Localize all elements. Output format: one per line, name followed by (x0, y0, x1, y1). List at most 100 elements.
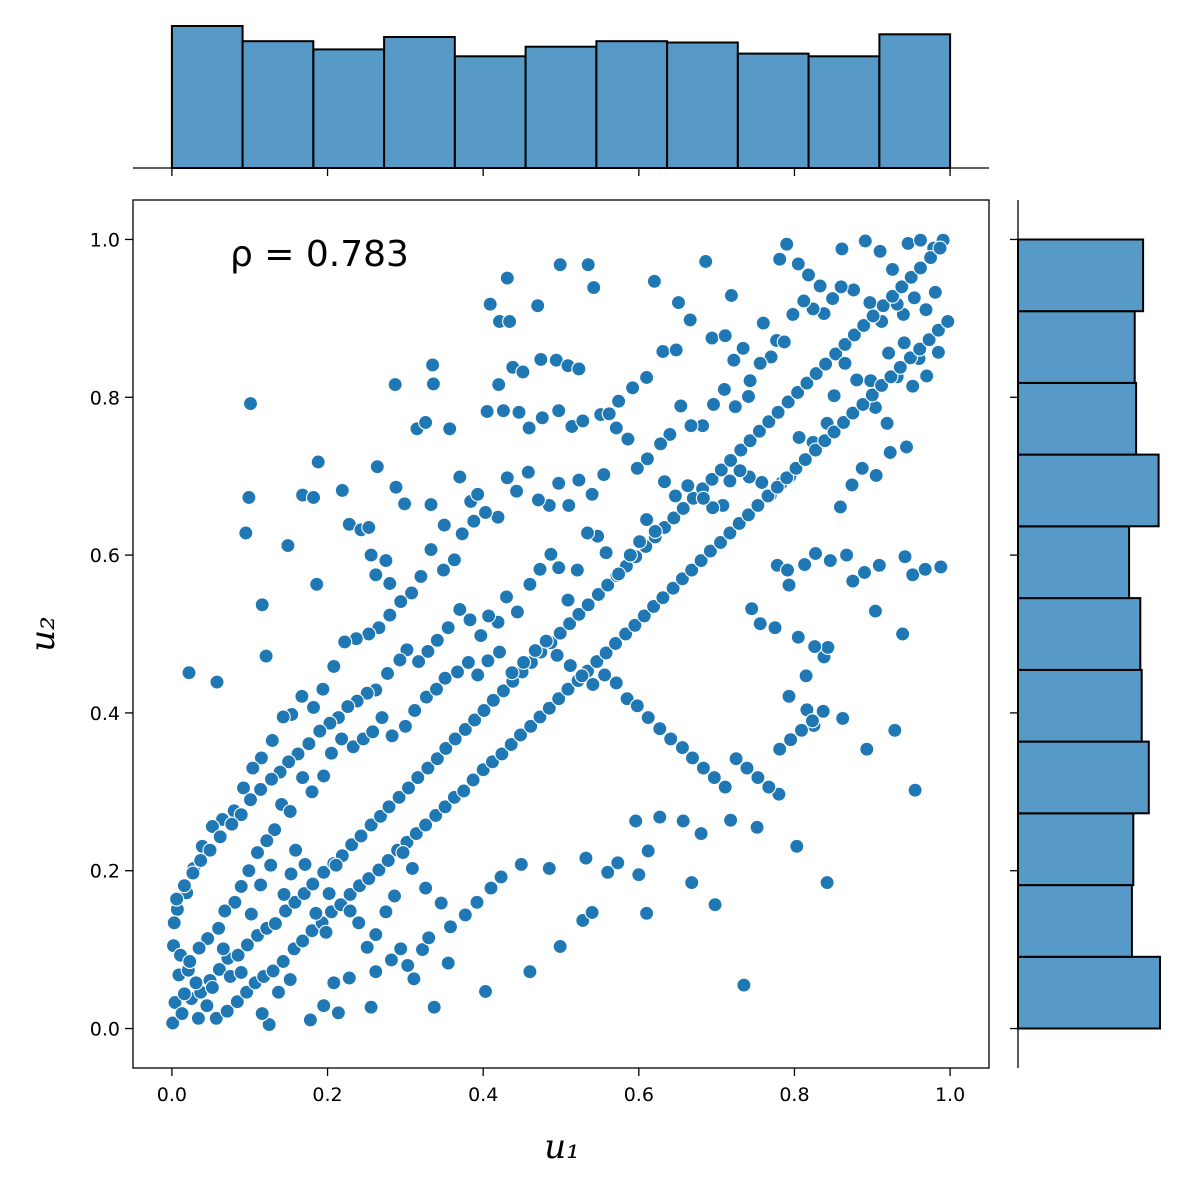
scatter-point (828, 346, 844, 362)
scatter-point (779, 470, 795, 486)
scatter-point (569, 562, 585, 578)
scatter-point (391, 789, 407, 805)
scatter-point (211, 920, 227, 936)
scatter-point (754, 474, 770, 491)
scatter-point (233, 807, 249, 823)
scatter-point (779, 562, 796, 578)
scatter-point (309, 576, 325, 592)
y-tick-label: 0.4 (90, 703, 120, 725)
scatter-point (393, 594, 409, 610)
scatter-point (722, 473, 738, 489)
scatter-point (281, 754, 297, 770)
scatter-point (233, 878, 249, 895)
scatter-point (684, 750, 701, 766)
scatter-point (732, 463, 748, 479)
joint-scatter-axes: 0.0 0.2 0.4 0.6 0.8 1.0 0.0 0.2 0.4 0.6 0.8 1.0 ρ … (23, 199, 990, 1167)
scatter-point (465, 772, 481, 788)
scatter-point (665, 580, 681, 596)
scatter-point (825, 291, 841, 307)
scatter-point (620, 431, 636, 447)
scatter-point (494, 746, 510, 762)
scatter-point (733, 442, 749, 458)
x-tick-label: 0.2 (312, 1084, 342, 1106)
scatter-point (530, 298, 546, 314)
scatter-point (165, 1015, 181, 1031)
scatter-point (804, 713, 820, 729)
scatter-point (761, 414, 777, 430)
marginal-x-histogram (133, 25, 989, 176)
scatter-point (722, 525, 738, 541)
scatter-point (254, 1006, 270, 1022)
scatter-point (523, 718, 539, 734)
scatter-point (328, 857, 344, 873)
x-ticks: 0.0 0.2 0.4 0.6 0.8 1.0 (157, 1068, 965, 1106)
scatter-point (429, 632, 445, 648)
scatter-point (815, 703, 831, 719)
scatter-point (241, 863, 257, 879)
scatter-point (693, 553, 709, 569)
x-tick-label: 1.0 (935, 1084, 965, 1106)
scatter-point (675, 500, 691, 517)
scatter-point (270, 984, 287, 1000)
scatter-point (308, 905, 324, 921)
scatter-point (267, 916, 283, 932)
scatter-point (452, 601, 468, 618)
scatter-point (837, 355, 853, 371)
scatter-point (369, 459, 385, 475)
scatter-point (820, 639, 836, 655)
scatter-point (662, 426, 678, 442)
scatter-point (611, 393, 627, 409)
scatter-point (275, 953, 291, 970)
scatter-point (345, 739, 361, 755)
scatter-point (822, 553, 838, 569)
scatter-point (579, 525, 596, 541)
scatter-point (382, 607, 398, 623)
scatter-point (785, 306, 801, 322)
scatter-point (740, 388, 757, 405)
scatter-point (571, 606, 587, 622)
scatter-point (574, 668, 590, 684)
scatter-point (549, 647, 565, 663)
scatter-point (551, 475, 567, 491)
scatter-point (174, 1006, 190, 1022)
scatter-point (740, 507, 757, 523)
scatter-point (522, 576, 538, 592)
scatter-point (674, 571, 690, 587)
scatter-point (495, 403, 511, 419)
scatter-point (611, 566, 627, 582)
scatter-point (597, 667, 613, 683)
scatter-point (640, 843, 656, 859)
scatter-point (182, 953, 198, 970)
scatter-point (932, 240, 948, 256)
marginal-x-bar (736, 52, 810, 169)
scatter-point (751, 423, 767, 439)
scatter-point (418, 414, 434, 431)
scatter-point (619, 691, 635, 707)
scatter-point (322, 715, 338, 731)
scatter-point (835, 414, 852, 431)
scatter-point (864, 387, 880, 403)
scatter-point (744, 601, 760, 617)
scatter-point (655, 590, 671, 606)
scatter-point (760, 488, 776, 504)
scatter-point (420, 643, 436, 659)
scatter-point (520, 464, 536, 480)
scatter-point (682, 312, 698, 328)
scatter-point (712, 534, 729, 551)
scatter-point (368, 927, 384, 943)
scatter-point (933, 559, 949, 575)
scatter-point (204, 979, 220, 996)
scatter-point (447, 731, 463, 747)
scatter-point (238, 525, 254, 541)
scatter-point (717, 328, 733, 344)
scatter-point (560, 592, 576, 608)
scatter-point (264, 732, 280, 749)
x-tick-label: 0.6 (624, 1084, 654, 1106)
scatter-point (695, 490, 711, 506)
y-tick-label: 1.0 (90, 229, 120, 251)
scatter-point (230, 947, 246, 963)
scatter-point (395, 845, 411, 861)
scatter-point (374, 710, 390, 726)
scatter-point (906, 290, 922, 306)
scatter-point (590, 586, 606, 603)
